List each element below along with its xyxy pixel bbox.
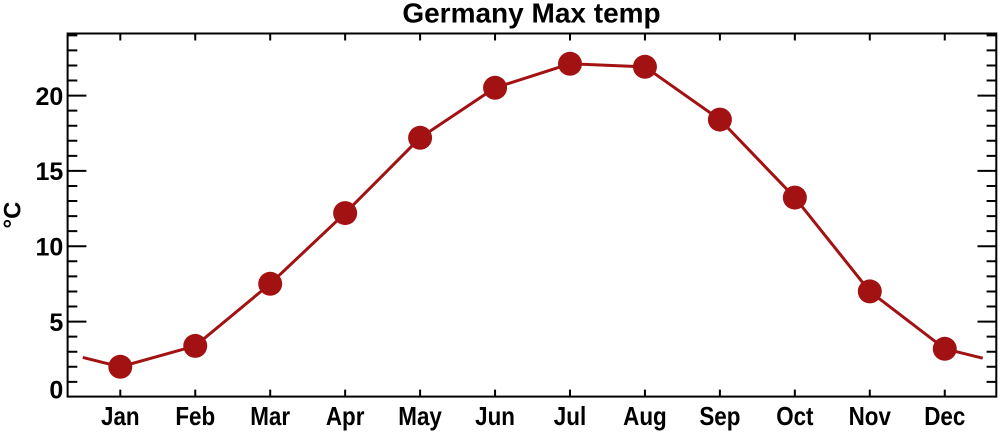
- svg-text:0: 0: [49, 376, 63, 404]
- svg-text:5: 5: [49, 309, 63, 337]
- svg-text:°C: °C: [0, 202, 27, 229]
- svg-text:Apr: Apr: [326, 401, 365, 431]
- svg-text:15: 15: [35, 158, 63, 186]
- svg-text:May: May: [398, 401, 442, 431]
- svg-text:Feb: Feb: [175, 401, 215, 431]
- svg-text:Oct: Oct: [776, 401, 814, 431]
- svg-text:Jan: Jan: [101, 401, 140, 431]
- svg-text:Aug: Aug: [623, 401, 667, 431]
- svg-text:Jul: Jul: [554, 401, 586, 431]
- svg-text:Mar: Mar: [250, 401, 290, 431]
- svg-text:Sep: Sep: [699, 401, 740, 431]
- svg-text:10: 10: [35, 233, 63, 261]
- svg-text:Nov: Nov: [849, 401, 892, 431]
- svg-text:Jun: Jun: [475, 401, 515, 431]
- svg-text:20: 20: [35, 83, 63, 111]
- svg-text:Germany Max temp: Germany Max temp: [402, 0, 660, 28]
- svg-text:Dec: Dec: [924, 401, 965, 431]
